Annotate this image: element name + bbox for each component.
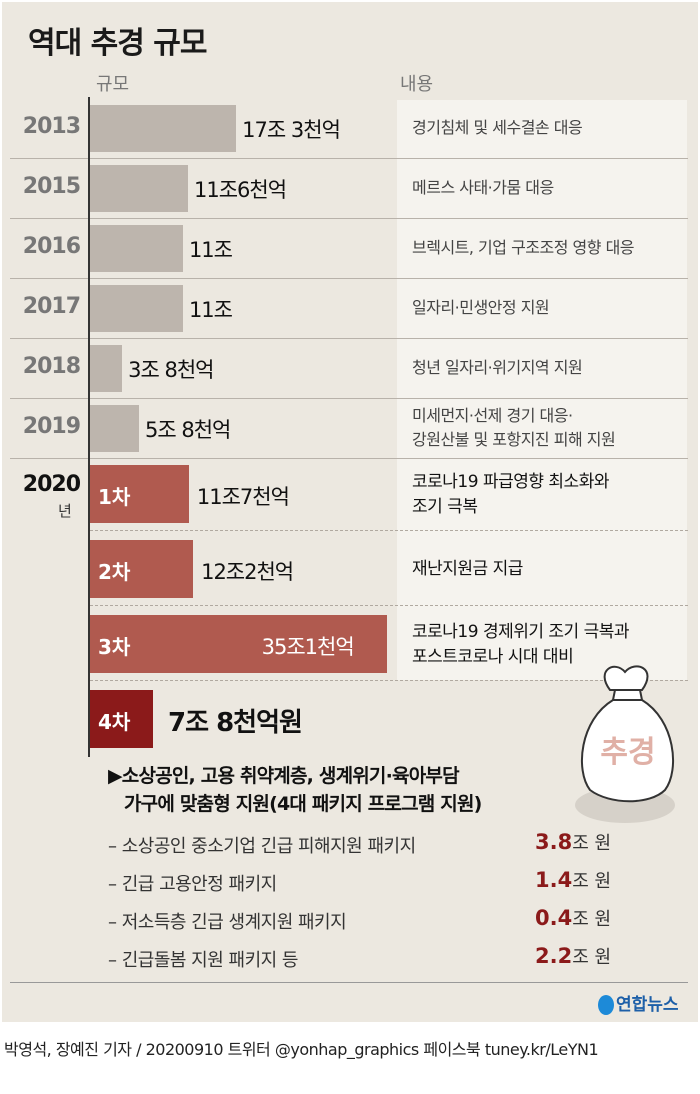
bar-2020-4 (90, 690, 153, 748)
row-separator (90, 680, 688, 681)
year-label: 2015 (22, 174, 81, 199)
axis-line (88, 97, 90, 757)
bar-2016 (90, 225, 183, 272)
description: 강원산불 및 포항지진 피해 지원 (412, 430, 616, 449)
row-separator (10, 398, 688, 399)
column-header-scale: 규모 (96, 74, 130, 95)
package-item-amount: 2.2조 원 (535, 943, 611, 969)
description: 포스트코로나 시대 대비 (412, 646, 574, 667)
bar-value-label: 7조 8천억원 (168, 708, 303, 738)
round-label: 2차 (98, 560, 131, 584)
amount-unit: 조 원 (572, 871, 612, 892)
package-item-amount: 1.4조 원 (535, 867, 611, 893)
package-item-name: – 긴급 고용안정 패키지 (108, 874, 277, 895)
description: 코로나19 파급영향 최소화와 (412, 471, 609, 492)
page-title: 역대 추경 규모 (28, 26, 207, 61)
year-label: 2018 (22, 354, 81, 379)
amount-value: 1.4 (535, 868, 573, 892)
bar-value-label: 17조 3천억 (242, 118, 341, 142)
package-heading-2: 가구에 맞춤형 지원(4대 패키지 프로그램 지원) (124, 793, 482, 815)
description: 조기 극복 (412, 496, 478, 517)
description: 미세먼지·선제 경기 대응· (412, 406, 573, 425)
amount-value: 3.8 (535, 830, 573, 854)
bar-2017 (90, 285, 183, 332)
description: 경기침체 및 세수결손 대응 (412, 118, 583, 137)
yonhap-logo: 연합뉴스 (598, 990, 679, 1015)
description: 코로나19 경제위기 조기 극복과 (412, 621, 630, 642)
bar-value-label: 3조 8천억 (128, 358, 214, 382)
bar-2015 (90, 165, 189, 212)
package-item-amount: 3.8조 원 (535, 829, 611, 855)
round-label: 4차 (98, 710, 131, 734)
row-separator (10, 338, 688, 339)
bag-label: 추경 (600, 735, 655, 770)
bar-2019 (90, 405, 139, 452)
bar-value-label: 5조 8천억 (145, 418, 231, 442)
divider (10, 982, 688, 983)
amount-unit: 조 원 (572, 833, 612, 854)
logo-mark-icon (598, 995, 614, 1015)
year-label: 2019 (22, 414, 81, 439)
footer-credit: 박영석, 장예진 기자 / 20200910 트위터 @yonhap_graph… (4, 1040, 599, 1059)
package-heading-1: ▶소상공인, 고용 취약계층, 생계위기·육아부담 (108, 765, 460, 787)
year-label: 2016 (22, 234, 81, 259)
package-item-amount: 0.4조 원 (535, 905, 611, 931)
bar-value-label: 35조1천억 (261, 635, 355, 659)
bar-2013 (90, 105, 237, 152)
row-separator (10, 158, 688, 159)
description: 재난지원금 지급 (412, 559, 523, 579)
bar-value-label: 12조2천억 (201, 560, 294, 584)
amount-unit: 조 원 (572, 909, 612, 930)
row-separator (10, 218, 688, 219)
bar-2020-3 (90, 615, 387, 673)
bar-2020-2 (90, 540, 194, 598)
description: 일자리·민생안정 지원 (412, 298, 550, 317)
year-label-2020: 2020 (22, 472, 81, 497)
column-header-content: 내용 (400, 74, 434, 95)
row-separator (90, 530, 688, 531)
description: 청년 일자리·위기지역 지원 (412, 358, 583, 377)
package-item-name: – 긴급돌봄 지원 패키지 등 (108, 950, 299, 971)
description: 브렉시트, 기업 구조조정 영향 대응 (412, 238, 635, 257)
bar-value-label: 11조6천억 (194, 178, 287, 202)
bar-value-label: 11조 (188, 238, 233, 262)
amount-value: 0.4 (535, 906, 573, 930)
bar-2020-1 (90, 465, 189, 523)
row-separator (10, 278, 688, 279)
year-label: 2017 (22, 294, 81, 319)
round-label: 3차 (98, 635, 131, 659)
round-label: 1차 (98, 485, 131, 509)
package-item-name: – 소상공인 중소기업 긴급 피해지원 패키지 (108, 836, 416, 857)
package-item-name: – 저소득층 긴급 생계지원 패키지 (108, 912, 347, 933)
content-column-bg (397, 100, 687, 680)
amount-value: 2.2 (535, 944, 573, 968)
bar-value-label: 11조 (188, 298, 233, 322)
year-suffix: 년 (58, 502, 72, 520)
description: 메르스 사태·가뭄 대응 (412, 178, 554, 197)
logo-text: 연합뉴스 (616, 995, 679, 1015)
amount-unit: 조 원 (572, 947, 612, 968)
row-separator (10, 458, 688, 459)
bar-2018 (90, 345, 123, 392)
bar-value-label: 11조7천억 (196, 485, 290, 509)
money-bag-icon: 추경 (575, 665, 675, 823)
year-label: 2013 (22, 114, 81, 139)
row-separator (90, 605, 688, 606)
